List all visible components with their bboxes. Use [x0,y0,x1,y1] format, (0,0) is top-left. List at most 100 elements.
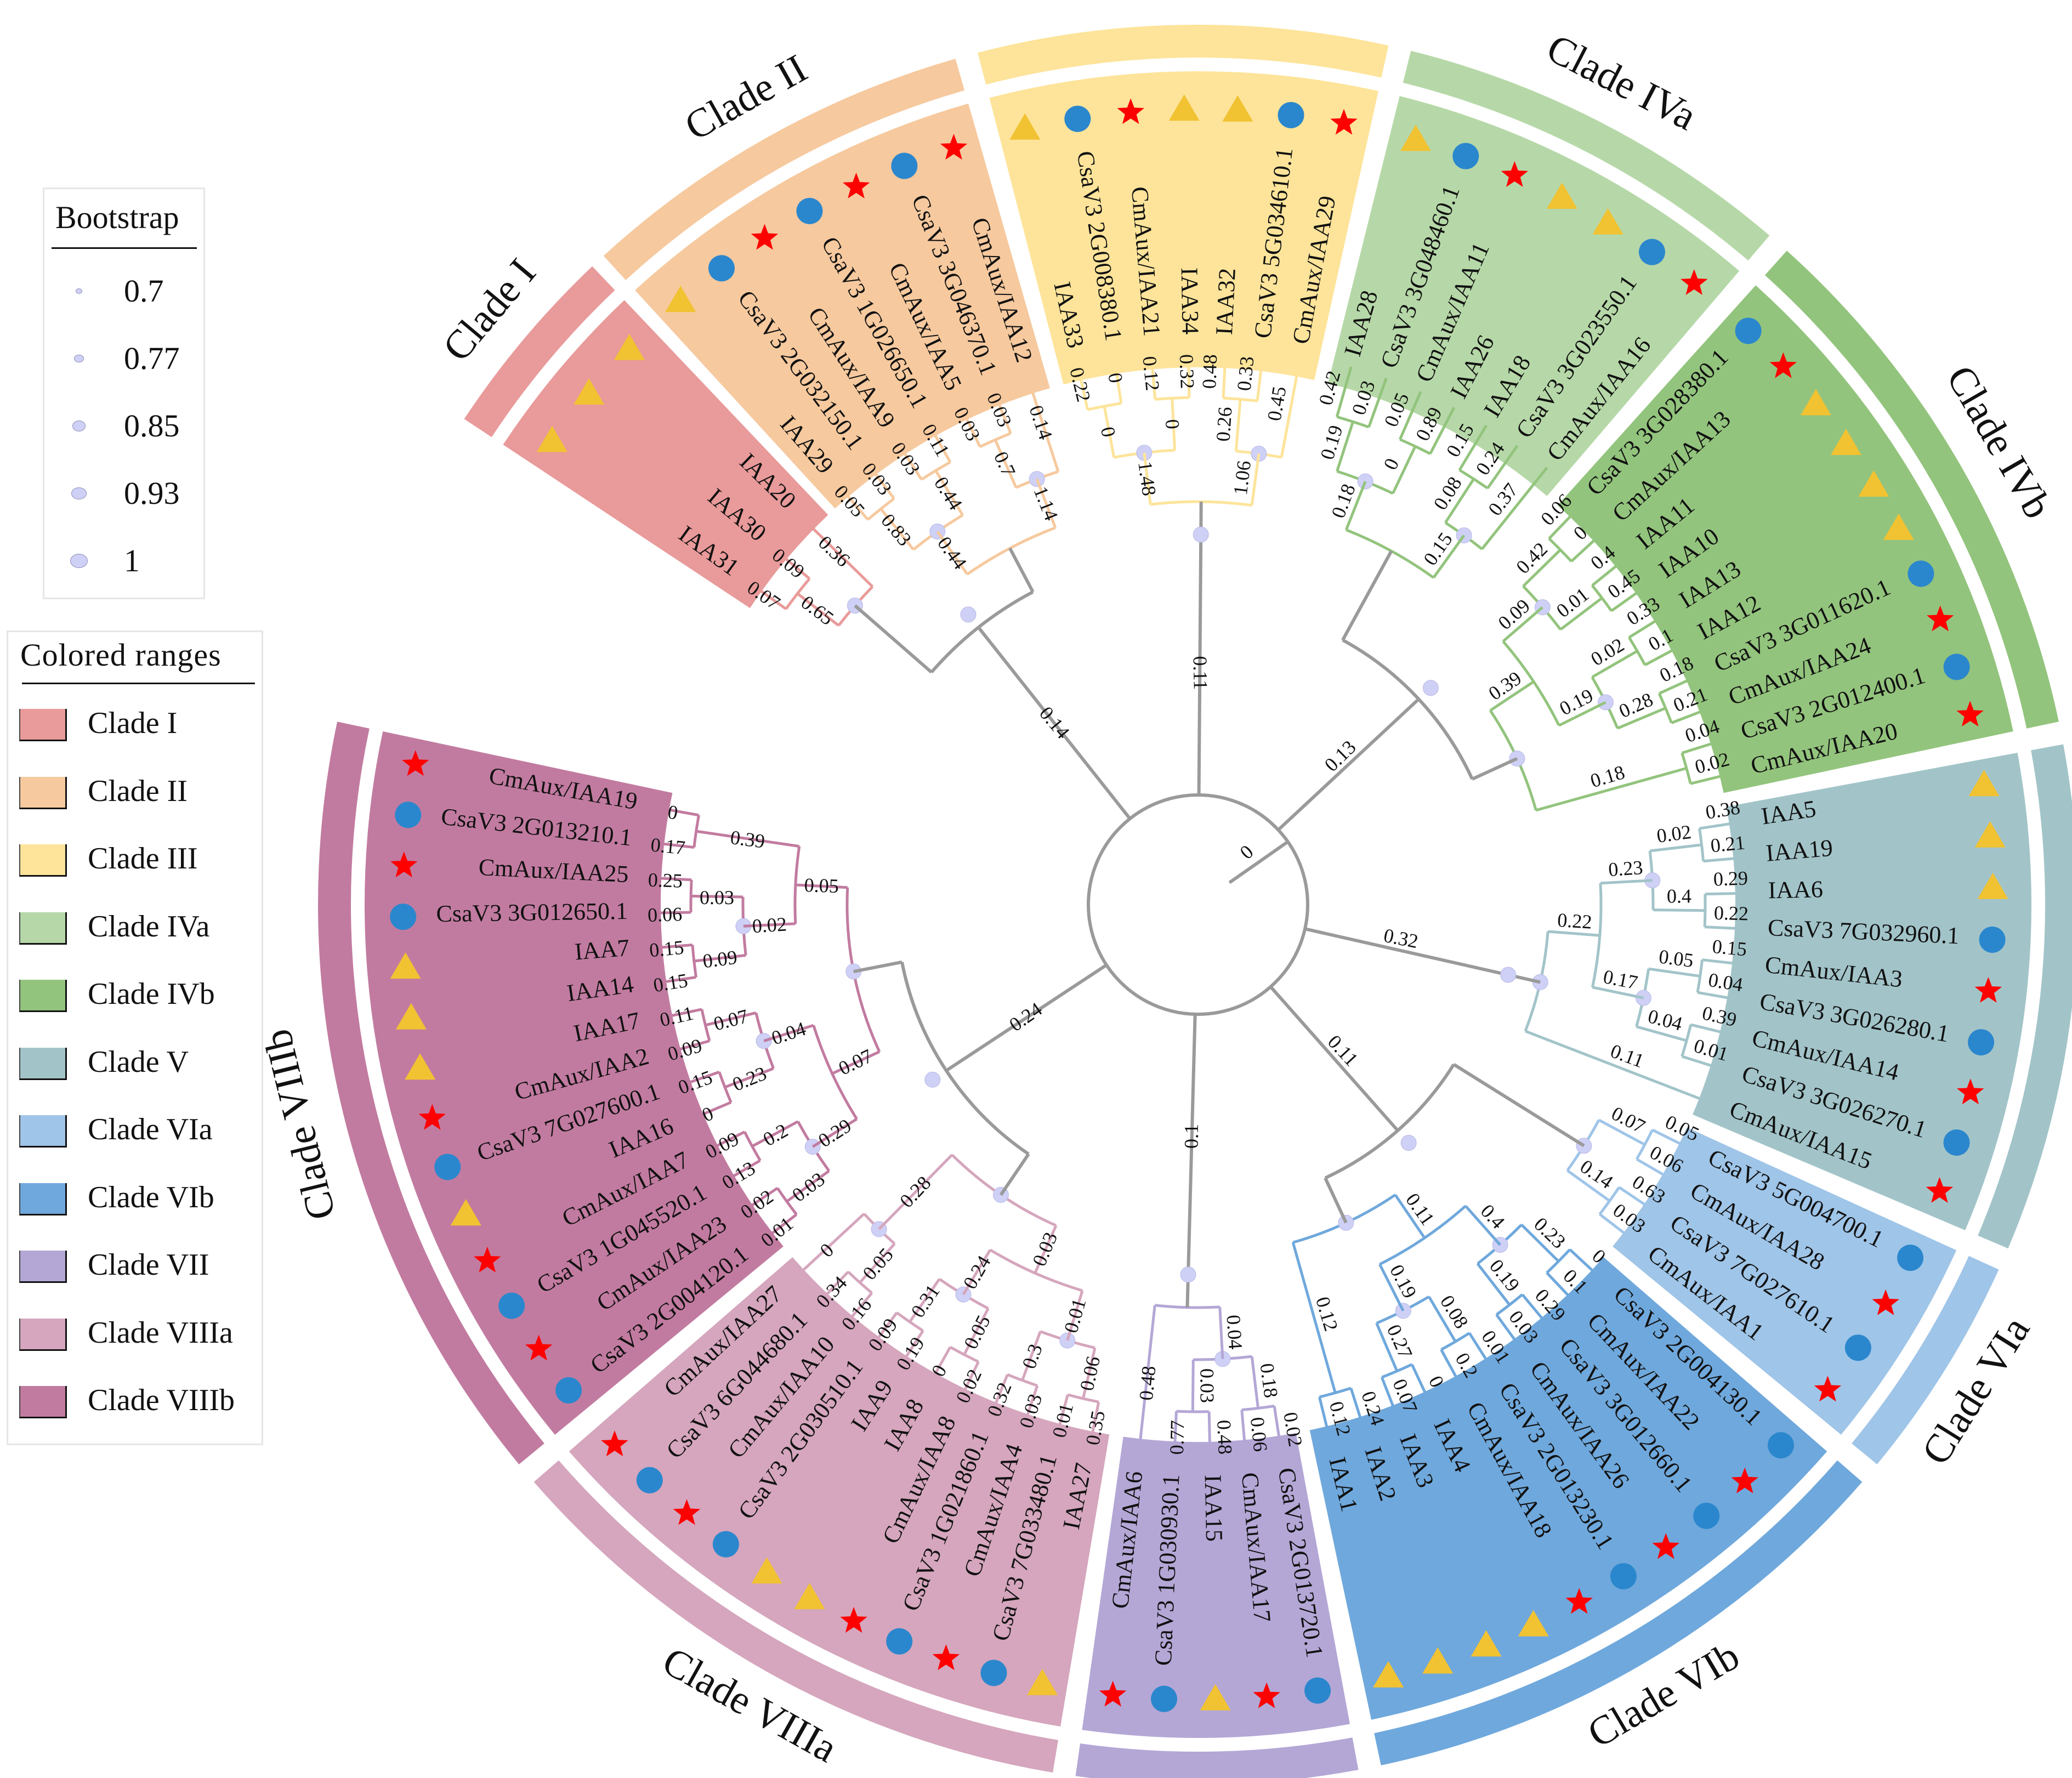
branch [1318,1396,1333,1448]
colored-ranges-legend-title: Colored ranges [20,637,222,673]
branch [1599,1213,1642,1247]
clade-wedge [365,731,784,1435]
star-marker-icon [1814,1376,1842,1402]
branch-length-label: 0.39 [729,826,767,853]
branch-length-label: 0.4 [1477,1200,1509,1233]
branch-length-label: 0.48 [1198,354,1221,389]
branch [743,922,796,928]
branch [847,1270,873,1294]
branch [1381,1363,1413,1379]
branch [1547,930,1600,937]
star-marker-icon [1731,1467,1758,1493]
branch [1569,1248,1609,1286]
bootstrap-legend: Bootstrap 0.7 0.77 0.85 0.93 1 [43,188,205,599]
branch-length-label: 0.31 [907,1281,944,1322]
branch [1336,415,1370,429]
branch-length-label: 0.27 [1383,1321,1417,1362]
branch-length-label: 0.42 [1512,538,1552,578]
bootstrap-legend-item: 0.93 [44,474,203,512]
color-swatch [19,912,67,945]
branch [1007,1373,1038,1387]
branch [1250,453,1261,505]
star-marker-icon [402,750,429,776]
branch [1444,478,1475,524]
branch [682,1101,732,1124]
branch [1649,843,1702,853]
star-marker-icon [1926,1177,1954,1203]
branch [1535,766,1687,812]
branch [1172,1411,1178,1464]
branch [1111,351,1123,404]
star-marker-icon [673,1499,701,1525]
branch [691,945,698,978]
branch [669,1070,720,1090]
triangle-marker-icon [751,1557,782,1584]
branch-length-label: 0.14 [1025,402,1057,442]
branch [1428,1296,1457,1343]
clade-wedge [635,103,1050,509]
branch [936,531,969,575]
clade-ring [603,59,965,280]
branch [1394,1194,1426,1239]
star-marker-icon [1565,1588,1593,1614]
branch-length-label: 0.14 [1576,1155,1617,1193]
branch [694,953,746,963]
branch-length-label: 0.11 [1189,656,1212,690]
branch [1464,1205,1501,1246]
circle-marker-icon [555,1377,582,1404]
bootstrap-legend-item: 0.77 [44,339,203,377]
star-marker-icon [1117,98,1144,124]
star-marker-icon [840,1607,867,1633]
branch [955,1361,980,1410]
triangle-marker-icon [390,952,421,979]
triangle-marker-icon [1883,513,1914,540]
branch-length-label: 0.02 [1587,634,1628,671]
range-legend-item: Clade V [8,1041,262,1090]
legend-divider [52,247,197,249]
triangle-marker-icon [1830,429,1861,456]
branch-length-label: 0.04 [769,1018,808,1049]
clade-ring [464,266,615,438]
clade-ring [1374,1460,1863,1765]
triangle-marker-icon [1422,1647,1454,1674]
branch [986,1374,1009,1424]
range-legend-item: Clade VIb [8,1177,262,1226]
range-legend-item: Clade II [8,770,262,820]
branch-length-label: 0.22 [1713,902,1749,925]
clade-rings [318,25,2072,1778]
branch-length-label: 0.33 [1233,355,1258,392]
bootstrap-dot-icon [71,487,87,500]
branch [1143,452,1152,505]
color-swatch [19,1115,67,1148]
branch-length-label: 0.01 [1552,583,1593,622]
branch-length-label: 0.07 [711,1005,750,1035]
branch [859,1242,896,1284]
circle-marker-icon [712,1531,739,1558]
branch-length-label: 0.1 [1180,1124,1202,1149]
branch [714,1159,761,1188]
branch [977,626,1132,820]
branch [1087,1401,1100,1453]
branch-length-label: 0.02 [1655,821,1693,847]
triangle-marker-icon [1546,182,1577,209]
range-label: Clade VIIIb [88,1383,235,1417]
branch [1269,985,1399,1132]
branch [659,1039,710,1056]
branch [1280,354,1302,458]
branch-length-label: 0.03 [1028,1229,1061,1270]
branch [1223,396,1258,402]
circle-marker-icon [1151,1685,1178,1712]
star-marker-icon [842,172,870,198]
branch [1410,1364,1435,1412]
triangle-marker-icon [1858,470,1889,497]
circle-marker-icon [1943,1129,1970,1156]
triangle-marker-icon [1974,821,2006,848]
branch [769,544,811,580]
branch-length-label: 0.39 [1485,667,1526,705]
branch [923,416,952,463]
branch [1592,986,1644,999]
branch [896,1311,924,1332]
branch-length-label: 0.48 [1135,1365,1160,1401]
star-marker-icon [1501,161,1529,187]
branch [1600,879,1653,885]
